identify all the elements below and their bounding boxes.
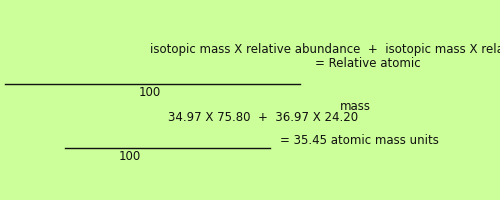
Text: 100: 100 — [119, 150, 141, 163]
Text: = 35.45 atomic mass units: = 35.45 atomic mass units — [280, 134, 439, 146]
Text: mass: mass — [340, 100, 371, 113]
Text: 34.97 X 75.80  +  36.97 X 24.20: 34.97 X 75.80 + 36.97 X 24.20 — [168, 111, 358, 124]
Text: isotopic mass X relative abundance  +  isotopic mass X relative abundance: isotopic mass X relative abundance + iso… — [150, 43, 500, 56]
Text: 100: 100 — [139, 86, 161, 99]
Text: = Relative atomic: = Relative atomic — [315, 57, 420, 70]
